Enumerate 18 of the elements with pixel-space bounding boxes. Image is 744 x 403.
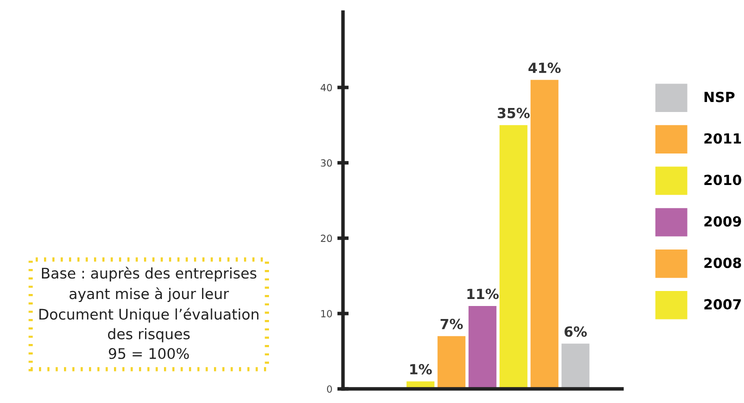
data-label: 11% (467, 288, 499, 300)
y-tick-label: 20 (320, 234, 332, 242)
legend-label: 2009 (704, 216, 742, 227)
data-label: 6% (564, 326, 587, 337)
legend-label: 2008 (704, 258, 742, 268)
y-tick-label: 0 (327, 385, 332, 393)
y-tick-label: 30 (320, 159, 332, 167)
data-label: 41% (528, 62, 561, 74)
y-tick-label: 40 (320, 84, 332, 92)
text: Base : auprès des entreprises ayant mise à jour leur Document Unique l’évaluation des risques 95 = 100% (39, 266, 258, 360)
data-label: 35% (498, 108, 530, 118)
y-tick-label: 10 (321, 310, 332, 318)
data-label: 1% (410, 364, 432, 374)
legend-label: 2011 (704, 133, 741, 144)
legend-label: 2007 (704, 299, 741, 310)
legend-label: NSP (704, 92, 735, 102)
legend-label: 2010 (704, 174, 742, 186)
data-label: 7% (440, 318, 463, 330)
